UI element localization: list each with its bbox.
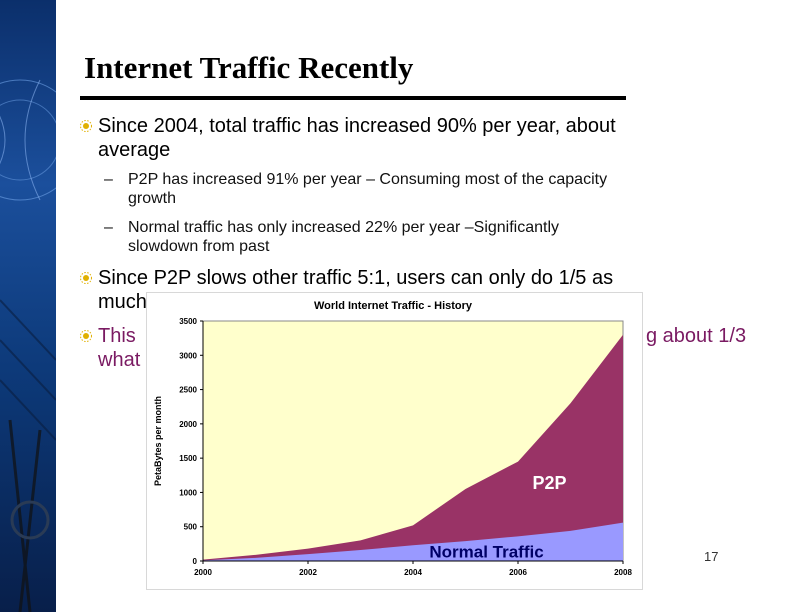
y-tick-label: 1000 <box>179 488 197 497</box>
y-tick-label: 500 <box>184 523 198 532</box>
title-underline <box>80 96 626 100</box>
bullet-text-2: Since P2P slows other traffic 5:1, users… <box>98 267 614 313</box>
x-tick-label: 2006 <box>509 568 527 577</box>
world-internet-traffic-chart: World Internet Traffic - History 0 500 1000… <box>153 300 632 577</box>
slide-title: Internet Traffic Recently <box>84 50 414 85</box>
page-number: 17 <box>704 549 719 564</box>
y-tick-label: 0 <box>193 557 198 566</box>
chart-title: World Internet Traffic - History <box>314 300 473 312</box>
series-label-normal-traffic: Normal Traffic <box>429 543 543 562</box>
y-tick-label: 3000 <box>179 351 197 360</box>
x-tick-label: 2000 <box>194 568 212 577</box>
globe-graphic <box>0 79 56 612</box>
x-tick-label: 2008 <box>614 568 632 577</box>
bullet-sun-icon <box>80 272 92 284</box>
y-tick-label: 3500 <box>179 317 197 326</box>
y-tick-label: 2500 <box>179 386 197 395</box>
bullet-sun-icon <box>80 120 92 132</box>
chart-panel: World Internet Traffic - History 0 500 1000… <box>147 293 642 589</box>
series-area-p2p <box>203 334 623 561</box>
subbullet-text-1: – P2P has increased 91% per year – Consum… <box>104 171 608 207</box>
bullet-text-3-right: g about 1/3 <box>646 325 747 347</box>
bullet-text-1: Since 2004, total traffic has increased … <box>98 115 616 161</box>
x-tick-label: 2004 <box>404 568 422 577</box>
series-area-normal-traffic <box>203 522 623 561</box>
series-label-p2p: P2P <box>532 473 566 493</box>
x-tick-label: 2002 <box>299 568 317 577</box>
sidebar-decoration <box>0 0 56 612</box>
y-tick-label: 2000 <box>179 420 197 429</box>
y-axis-label: PetaBytes per month <box>153 396 163 486</box>
bullet-sun-icon <box>80 330 92 342</box>
subbullet-text-2: – Normal traffic has only increased 22% p… <box>104 219 560 255</box>
y-tick-label: 1500 <box>179 454 197 463</box>
bullet-text-3: This what <box>98 325 141 371</box>
